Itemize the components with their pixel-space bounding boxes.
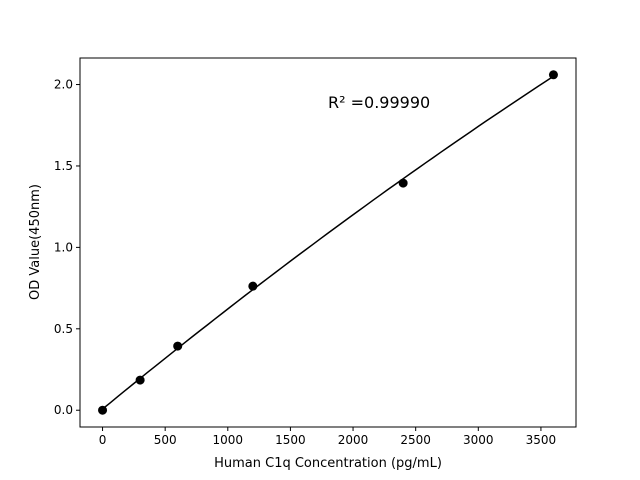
fit-curve — [102, 75, 554, 410]
x-tick-label: 1500 — [275, 433, 306, 447]
x-tick-label: 2500 — [400, 433, 431, 447]
y-axis-label: OD Value(450nm) — [28, 184, 43, 300]
data-point — [398, 178, 408, 188]
x-tick-label: 500 — [154, 433, 177, 447]
x-tick-label: 3000 — [463, 433, 494, 447]
x-tick-label: 3500 — [526, 433, 557, 447]
x-tick-label: 0 — [99, 433, 107, 447]
y-tick-label: 1.5 — [54, 159, 73, 173]
data-point — [248, 281, 258, 291]
x-tick-label: 2000 — [338, 433, 369, 447]
plot-frame — [79, 57, 577, 428]
y-tick-label: 0.0 — [54, 403, 73, 417]
data-point — [548, 70, 558, 80]
data-point — [98, 405, 108, 415]
data-point — [173, 341, 183, 351]
y-tick-label: 0.5 — [54, 322, 73, 336]
data-point — [135, 375, 145, 385]
r-squared-annotation: R² =0.99990 — [328, 93, 430, 112]
y-tick-label: 2.0 — [54, 78, 73, 92]
x-tick-label: 1000 — [213, 433, 244, 447]
y-tick-label: 1.0 — [54, 240, 73, 254]
x-axis-label: Human C1q Concentration (pg/mL) — [214, 456, 442, 471]
